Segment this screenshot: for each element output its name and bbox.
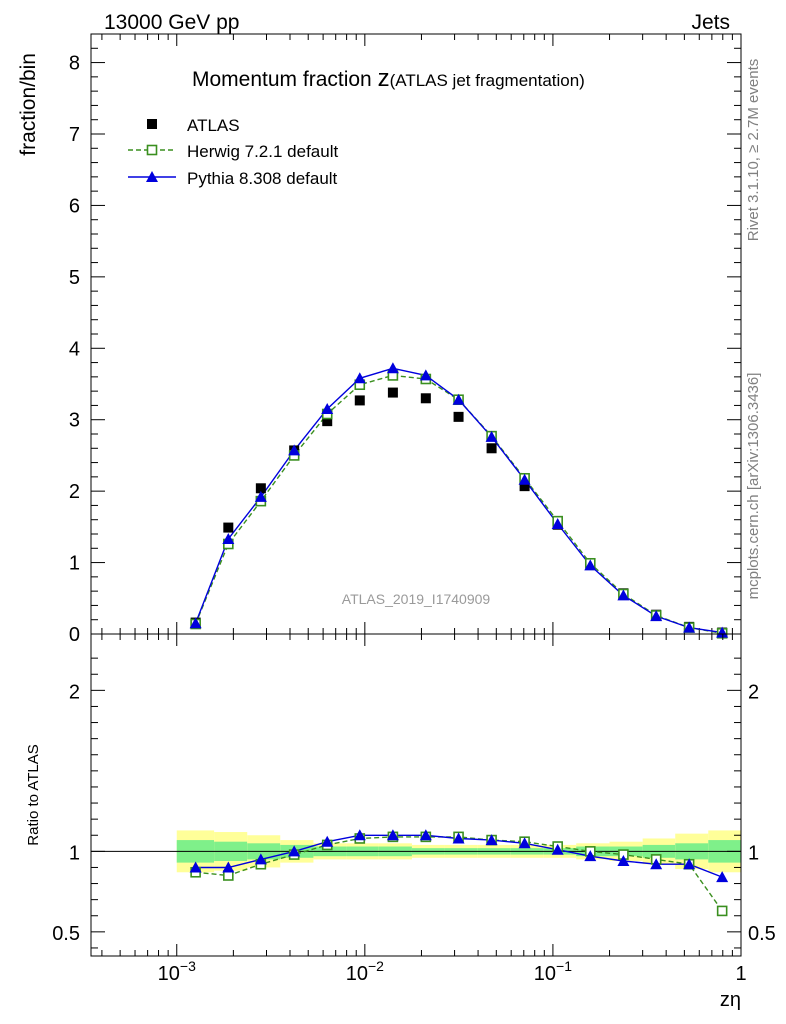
header-energy-label: 13000 GeV pp <box>104 11 239 34</box>
ratio-pythia-point <box>321 835 334 847</box>
pythia-point <box>452 393 465 405</box>
legend-marker <box>146 171 158 182</box>
ratio-y-axis-label: Ratio to ATLAS <box>25 744 42 845</box>
ratio-pythia-point <box>485 834 498 846</box>
rivet-label: Rivet 3.1.10, ≥ 2.7M events <box>745 59 762 242</box>
ratio-y-tick-label: 2 <box>69 681 80 703</box>
ratio-pythia-point <box>254 853 267 865</box>
ratio-y-tick-label-right: 0.5 <box>748 923 776 945</box>
ratio-y-tick-label: 1 <box>69 842 80 864</box>
pythia-point <box>518 473 531 485</box>
pythia-point <box>189 617 202 629</box>
pythia-point <box>650 610 663 622</box>
atlas-point <box>486 443 497 454</box>
legend-marker <box>147 119 157 129</box>
ratio-pythia-point <box>683 858 696 870</box>
atlas-point <box>322 416 333 427</box>
legend: ATLAS Herwig 7.2.1 default Pythia 8.308 de… <box>128 116 338 188</box>
y-tick-label: 6 <box>69 195 80 217</box>
atlas-point <box>453 411 464 422</box>
series-line-herwig <box>194 374 723 634</box>
x-tick-label: 10−3 <box>158 958 196 985</box>
x-tick-label: 10−2 <box>346 958 384 985</box>
pythia-point <box>683 621 696 633</box>
y-tick-label: 3 <box>69 410 80 432</box>
chart-title-subtitle: (ATLAS jet fragmentation) <box>390 71 585 90</box>
ratio-pythia-point <box>386 829 399 841</box>
legend-label: ATLAS <box>187 116 240 135</box>
pythia-point <box>584 559 597 571</box>
ratio-frame <box>90 633 742 957</box>
ratio-pythia-point <box>518 837 531 849</box>
x-axis-label: zη <box>720 989 741 1011</box>
y-tick-label: 1 <box>69 553 80 575</box>
ratio-pythia-point <box>189 861 202 873</box>
pythia-point <box>222 533 235 544</box>
ratio-y-tick-label: 0.5 <box>52 923 80 945</box>
ratio-pythia-point <box>551 843 564 855</box>
legend-marker <box>146 144 158 156</box>
ratio-y-tick-label-right: 2 <box>748 681 759 703</box>
header-process-label: Jets <box>691 11 730 34</box>
pythia-point <box>716 626 729 638</box>
ratio-pythia-point <box>584 850 597 862</box>
y-tick-label: 2 <box>69 481 80 503</box>
main-panel: 0 1 2 3 4 5 6 7 8 fraction/bin Momentum fraction z… <box>17 33 742 646</box>
x-tick-label: 1 <box>735 963 746 985</box>
legend-label: Herwig 7.2.1 default <box>187 142 338 161</box>
ratio-herwig-point <box>716 905 728 917</box>
atlas-point <box>255 483 266 494</box>
pythia-point <box>288 444 301 456</box>
pythia-point <box>485 430 498 442</box>
y-tick-label: 8 <box>69 53 80 75</box>
ratio-pythia-point <box>353 829 366 841</box>
ratio-pythia-point <box>222 861 235 873</box>
y-axis-label: fraction/bin <box>17 53 40 156</box>
pythia-point <box>254 490 267 502</box>
atlas-point <box>354 395 365 406</box>
y-tick-label: 0 <box>69 624 80 646</box>
legend-label: Pythia 8.308 default <box>187 169 338 188</box>
pythia-point <box>419 369 432 381</box>
pythia-point <box>353 372 366 384</box>
x-tick-label: 10−1 <box>534 958 572 985</box>
ratio-pythia-point <box>716 871 729 883</box>
ratio-pythia-point <box>452 832 465 844</box>
ratio-pythia-point <box>419 829 432 841</box>
ratio-pythia-point <box>617 855 630 867</box>
pythia-point <box>386 362 399 374</box>
pythia-point <box>617 589 630 601</box>
pythia-point <box>551 518 564 529</box>
atlas-point <box>223 522 234 533</box>
pythia-point <box>321 403 334 414</box>
chart-title-variable: z <box>378 65 390 92</box>
chart-title: Momentum fraction z(ATLAS jet fragmentat… <box>192 65 585 92</box>
ratio-pythia-point <box>288 845 301 857</box>
y-tick-label: 5 <box>69 267 80 289</box>
analysis-watermark: ATLAS_2019_I1740909 <box>342 591 491 607</box>
ratio-y-tick-label-right: 1 <box>748 842 759 864</box>
ratio-pythia-point <box>650 858 663 870</box>
y-tick-label: 7 <box>69 124 80 146</box>
y-tick-label: 4 <box>69 338 80 360</box>
mcplots-label: mcplots.cern.ch [arXiv:1306.3436] <box>745 373 762 600</box>
chart-title-main: Momentum fraction <box>192 68 378 91</box>
atlas-point <box>387 387 398 398</box>
atlas-point <box>420 393 431 404</box>
atlas-point <box>519 481 530 492</box>
